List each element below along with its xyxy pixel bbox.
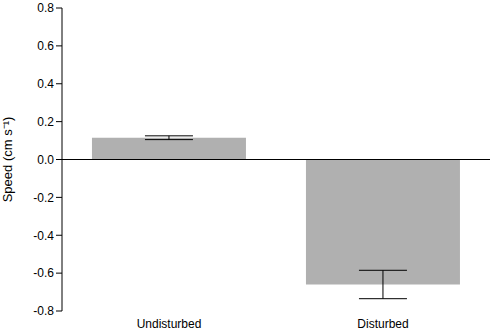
svg-text:0.2: 0.2	[37, 115, 54, 129]
svg-text:-0.2: -0.2	[33, 191, 54, 205]
svg-text:0.8: 0.8	[37, 1, 54, 15]
svg-text:Undisturbed: Undisturbed	[137, 317, 202, 331]
svg-text:0.4: 0.4	[37, 77, 54, 91]
svg-text:-0.6: -0.6	[33, 266, 54, 280]
svg-text:-0.8: -0.8	[33, 304, 54, 318]
svg-text:0.0: 0.0	[37, 153, 54, 167]
svg-text:Speed (cm s⁻¹): Speed (cm s⁻¹)	[8, 117, 15, 203]
svg-text:-0.4: -0.4	[33, 229, 54, 243]
svg-text:Disturbed: Disturbed	[357, 317, 408, 331]
svg-text:0.6: 0.6	[37, 39, 54, 53]
